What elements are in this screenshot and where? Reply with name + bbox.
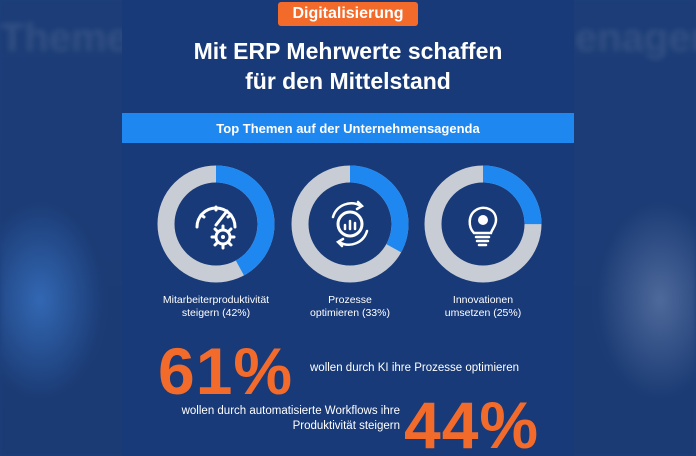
topic-label-productivity: Mitarbeiterproduktivität steigern (42%)	[146, 294, 286, 320]
infographic-panel: Digitalisierung Mit ERP Mehrwerte schaff…	[122, 0, 574, 456]
topic-donut-innovation	[424, 165, 542, 283]
topic-donut-processes	[291, 165, 409, 283]
gauge-gear-icon	[195, 205, 237, 250]
stat-text-line: wollen durch automatisierte Workflows ih…	[181, 405, 400, 417]
headline-line-2: für den Mittelstand	[245, 68, 451, 94]
stat-value-ki: 61%	[158, 334, 294, 408]
stat-value-workflows: 44%	[404, 388, 540, 456]
topic-label-line: steigern (42%)	[181, 307, 251, 319]
category-tag: Digitalisierung	[278, 2, 418, 26]
stat-text-ki: wollen durch KI ihre Prozesse optimieren	[310, 361, 519, 376]
lightbulb-gear-icon	[468, 206, 498, 247]
topic-label-innovation: Innovationen umsetzen (25%)	[413, 294, 553, 320]
stat-text-workflows: wollen durch automatisierte Workflows ih…	[152, 404, 400, 434]
stat-text-line: Produktivität steigern	[292, 420, 400, 432]
topic-label-line: Innovationen	[452, 294, 514, 306]
donut-arc-innovation	[424, 165, 542, 283]
topic-label-line: optimieren (33%)	[310, 307, 390, 319]
donut-arc-productivity	[157, 165, 275, 283]
headline: Mit ERP Mehrwerte schaffen für den Mitte…	[122, 36, 574, 96]
donut-arc-processes	[291, 165, 409, 283]
process-chart-icon	[331, 200, 369, 248]
topic-label-processes: Prozesse optimieren (33%)	[280, 294, 420, 320]
topic-label-line: Mitarbeiterproduktivität	[162, 294, 270, 306]
stat-text-line: wollen durch KI ihre Prozesse optimieren	[310, 362, 520, 374]
topic-label-line: Prozesse	[328, 294, 372, 306]
headline-line-1: Mit ERP Mehrwerte schaffen	[193, 38, 503, 64]
topic-donut-productivity	[157, 165, 275, 283]
topic-label-line: umsetzen (25%)	[444, 307, 522, 319]
agenda-banner: Top Themen auf der Unternehmensagenda	[122, 113, 574, 143]
background-ghost-right: enagenda	[575, 16, 696, 60]
